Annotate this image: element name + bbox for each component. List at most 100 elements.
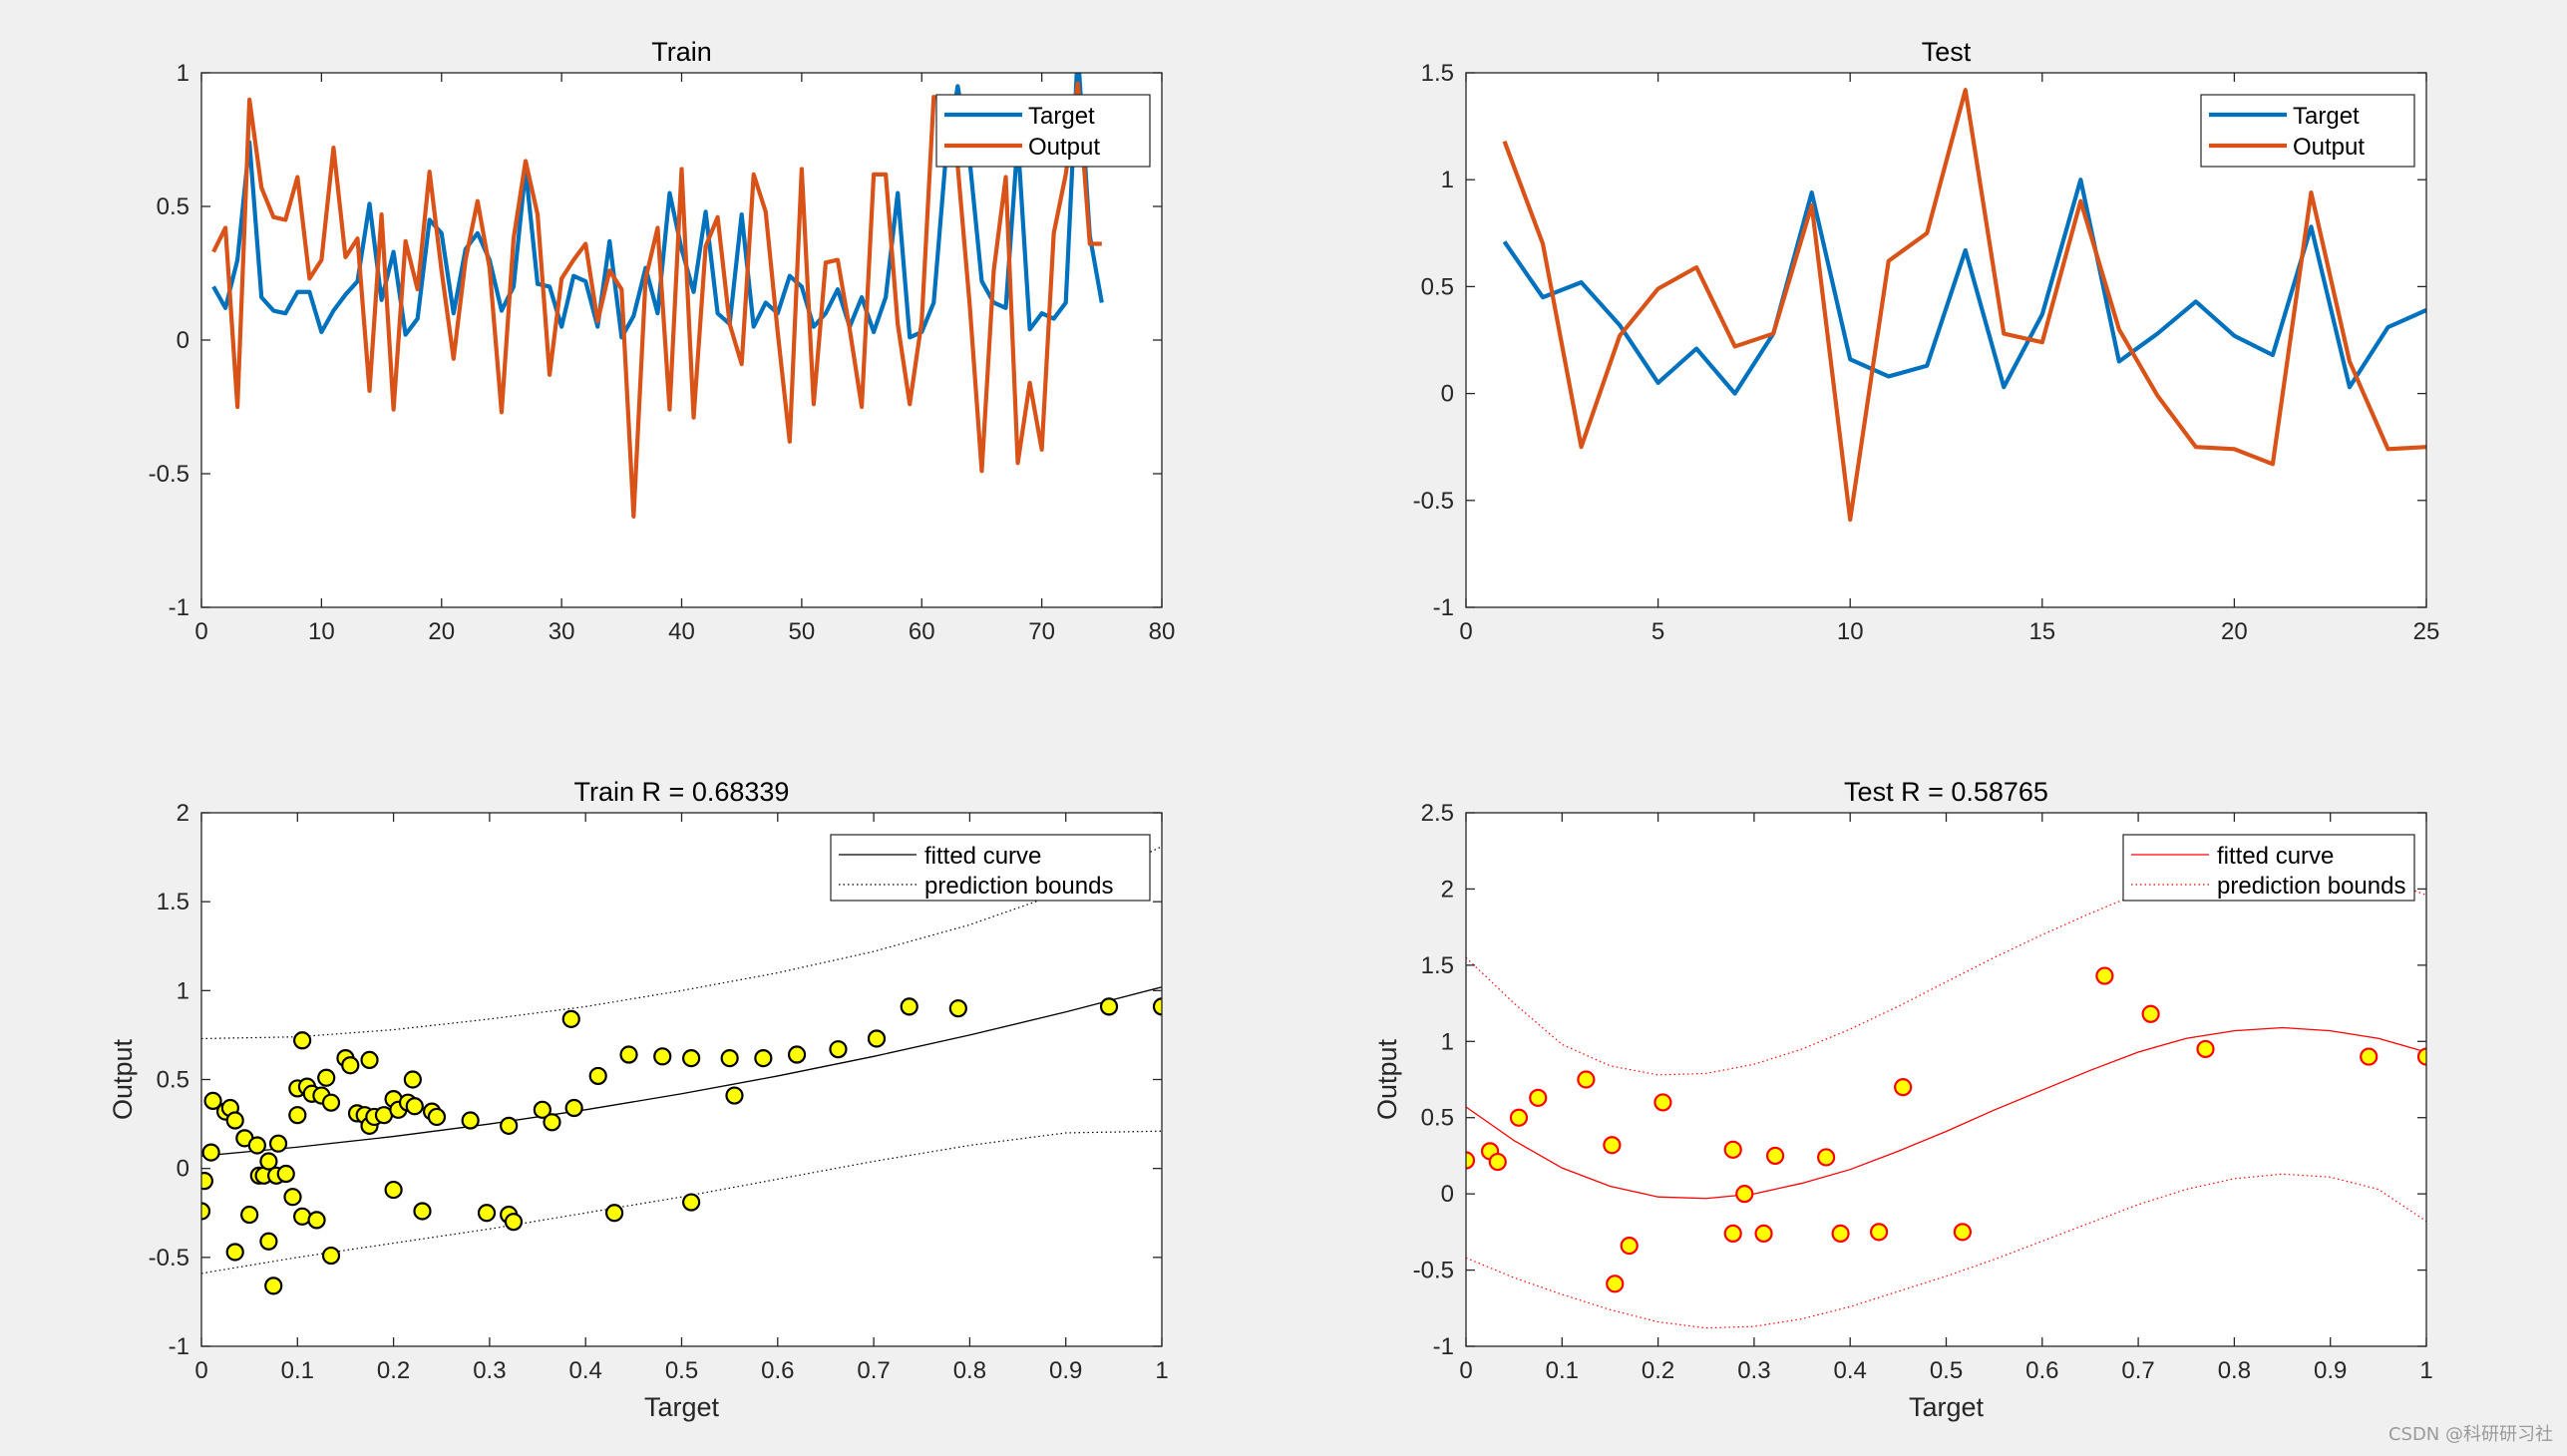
train-scatter-point: [321, 1246, 341, 1266]
train-scatter-point: [682, 1193, 701, 1212]
test-scatter-xtick-label: 0.6: [2025, 1357, 2058, 1384]
train-scatter-point: [403, 1070, 422, 1089]
train-line-ytick-label: 1: [177, 60, 189, 87]
train-scatter-xtick-label: 0.5: [665, 1357, 698, 1384]
train-scatter-point: [259, 1232, 278, 1251]
train-scatter-xtick-label: 0.4: [569, 1357, 602, 1384]
train-scatter-point: [564, 1098, 583, 1118]
test-scatter-xtick-label: 0.7: [2121, 1357, 2154, 1384]
train-line-ytick-label: 0: [177, 327, 189, 354]
test-line-legend: Target Output: [2200, 94, 2415, 168]
test-line-xtick-label: 25: [2413, 618, 2440, 645]
train-scatter-ytick-label: 1: [177, 977, 189, 1004]
train-scatter-ytick-label: -0.5: [149, 1245, 189, 1272]
train-line-xtick-label: 60: [909, 618, 935, 645]
train-scatter-point: [477, 1204, 497, 1223]
train-line-ytick-label: -1: [169, 594, 189, 621]
test-scatter-ytick-label: -0.5: [1413, 1258, 1454, 1284]
test-scatter-point: [1620, 1237, 1639, 1256]
train-scatter-ytick-label: -1: [169, 1333, 189, 1360]
train-scatter-point: [561, 1009, 580, 1028]
train-scatter-plot-area: [201, 813, 1162, 1346]
train-scatter-point: [427, 1107, 447, 1127]
test-line-title: Test: [1922, 37, 1972, 67]
train-scatter-xtick-label: 1: [1155, 1357, 1168, 1384]
test-scatter-panel: 0 0.1 0.2 0.3 0.4 0.5 0.6 0.7 0.8 0.9 1 -1 -0.5 0 0.5 1…: [1372, 777, 2433, 1422]
train-scatter-point: [413, 1202, 432, 1221]
train-scatter-point: [1152, 997, 1162, 1016]
train-scatter-panel: 0 0.1 0.2 0.3 0.4 0.5 0.6 0.7 0.8 0.9 1 -1 -0.5 0 0.5 1…: [108, 777, 1169, 1422]
test-scatter-data: [1466, 865, 2426, 1329]
test-line-ytick-label: -0.5: [1413, 488, 1454, 515]
train-scatter-point: [268, 1134, 288, 1153]
test-line-series-output: [1502, 88, 2426, 523]
test-line-ytick-label: 0.5: [1421, 273, 1454, 300]
test-line-series-target: [1502, 178, 2426, 396]
train-line-title: Train: [651, 37, 712, 67]
train-scatter-point: [307, 1211, 326, 1230]
train-scatter-legend-box: [830, 834, 1151, 902]
test-scatter-point: [1723, 1140, 1742, 1159]
test-scatter-xtick-label: 0.3: [1737, 1357, 1770, 1384]
test-line-ytick-label: -1: [1433, 594, 1454, 621]
train-line-legend-box: [935, 94, 1151, 168]
test-line-ytick-label: 1.5: [1421, 60, 1454, 87]
test-line-xtick-label: 5: [1651, 618, 1664, 645]
train-scatter-point: [500, 1116, 519, 1135]
test-scatter-xtick-label: 0.8: [2218, 1357, 2251, 1384]
train-scatter-point: [317, 1068, 336, 1087]
test-scatter-fitted-curve: [1466, 1026, 2426, 1200]
train-scatter-point: [360, 1050, 379, 1069]
test-scatter-ytick-label: 0.5: [1421, 1105, 1454, 1132]
test-scatter-point: [1953, 1223, 1972, 1242]
test-scatter-ylabel: Output: [1372, 1038, 1402, 1120]
train-scatter-legend: fitted curve prediction bounds: [830, 834, 1151, 902]
train-scatter-point: [948, 999, 967, 1018]
train-line-legend-label-target: Target: [1028, 103, 1095, 130]
test-scatter-xlabel: Target: [1909, 1392, 1985, 1422]
test-scatter-xtick-label: 0.2: [1642, 1357, 1674, 1384]
test-scatter-point: [2141, 1004, 2160, 1023]
train-scatter-point: [867, 1029, 887, 1048]
test-line-legend-label-target: Target: [2293, 103, 2360, 130]
train-scatter-point: [288, 1106, 307, 1125]
train-scatter-xtick-label: 0: [194, 1357, 207, 1384]
train-scatter-point: [283, 1188, 302, 1207]
test-scatter-legend-box: [2122, 834, 2415, 902]
test-scatter-point: [1817, 1148, 1836, 1167]
train-scatter-point: [293, 1031, 312, 1050]
test-scatter-point: [2196, 1039, 2215, 1059]
test-scatter-legend-label-bounds: prediction bounds: [2217, 873, 2405, 900]
test-scatter-point: [1894, 1078, 1913, 1097]
test-line-xtick-label: 0: [1459, 618, 1472, 645]
test-line-ytick-label: 1: [1441, 167, 1454, 193]
train-line-ytick-label: 0.5: [157, 193, 189, 220]
train-scatter-point: [201, 1172, 213, 1191]
test-scatter-point: [1653, 1093, 1672, 1112]
train-scatter-point: [341, 1056, 360, 1075]
test-scatter-point: [1831, 1224, 1850, 1243]
train-line-xtick-label: 20: [428, 618, 455, 645]
train-line-xtick-label: 40: [668, 618, 695, 645]
test-scatter-point: [2095, 966, 2114, 985]
train-scatter-point: [1099, 997, 1119, 1016]
test-scatter-axes-frame: [1465, 812, 2427, 1347]
train-scatter-xlabel: Target: [644, 1392, 720, 1422]
train-line-legend-label-output: Output: [1028, 134, 1100, 161]
train-line-xtick-label: 50: [789, 618, 816, 645]
train-scatter-ytick-label: 1.5: [157, 889, 189, 915]
train-line-xtick-label: 30: [549, 618, 575, 645]
test-scatter-lower-bound: [1466, 1173, 2426, 1329]
test-line-panel: 0 5 10 15 20 25 -1 -0.5 0 0.5 1 1.5 Test Target Output: [1413, 37, 2440, 645]
train-scatter-point: [201, 1143, 220, 1162]
train-line-xtick-label: 0: [194, 618, 207, 645]
test-scatter-xtick-label: 0.9: [2314, 1357, 2347, 1384]
test-scatter-ytick-label: 1: [1441, 1028, 1454, 1055]
train-scatter-point: [653, 1047, 672, 1066]
train-scatter-xtick-label: 0.3: [473, 1357, 506, 1384]
test-scatter-xtick-label: 0.5: [1930, 1357, 1963, 1384]
train-scatter-xtick-label: 0.2: [377, 1357, 410, 1384]
train-line-xtick-label: 10: [308, 618, 335, 645]
train-line-xtick-label: 70: [1028, 618, 1055, 645]
train-scatter-xtick-label: 0.7: [857, 1357, 890, 1384]
